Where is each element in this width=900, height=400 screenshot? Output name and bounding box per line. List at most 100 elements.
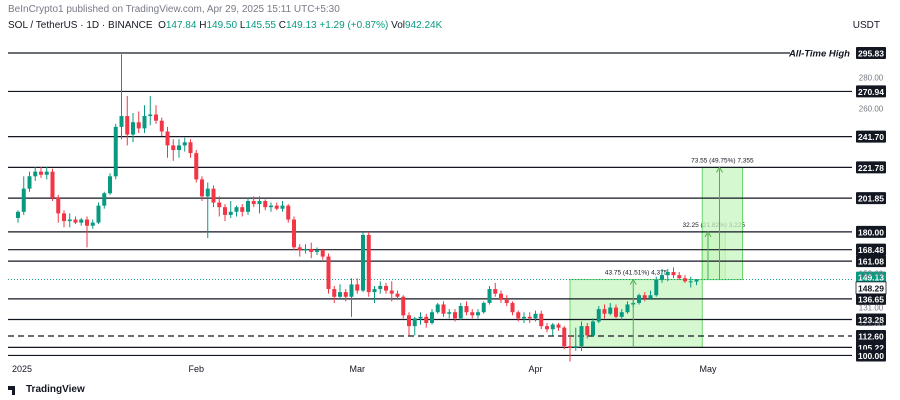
level-tag-123.28 <box>856 313 886 326</box>
candle-body <box>596 309 601 322</box>
candle-body <box>504 299 509 303</box>
close-value: 149.13 <box>286 20 317 31</box>
x-tick-label: Feb <box>188 364 204 374</box>
candle-body <box>677 275 682 279</box>
level-label-112.60: 112.60 <box>858 331 884 341</box>
level-label-136.65: 136.65 <box>858 294 884 304</box>
candle-body <box>113 126 118 177</box>
candle-body <box>441 304 446 314</box>
candle-body <box>263 201 268 208</box>
candle-body <box>159 120 164 132</box>
candle-body <box>21 188 26 212</box>
candle-body <box>608 307 613 314</box>
candle-body <box>338 292 342 297</box>
candle-body <box>533 313 538 319</box>
candle-body <box>378 285 383 290</box>
candle-body <box>234 207 239 212</box>
tradingview-brand[interactable]: TradingView <box>8 384 85 395</box>
level-tag-295.83 <box>856 46 886 59</box>
high-value: 149.50 <box>206 20 238 31</box>
candle-body <box>470 312 475 316</box>
candle-body <box>372 289 377 293</box>
candle-body <box>522 316 526 319</box>
y-tick-label: 280.00 <box>859 73 884 82</box>
candle-body <box>154 114 158 121</box>
level-label-180.00: 180.00 <box>858 227 884 237</box>
candle-body <box>355 284 360 291</box>
axis-labels: 280.00 260.00 153.00 131.00 121.00 2025 Feb Mar… <box>12 73 884 374</box>
candlesticks <box>16 54 699 362</box>
candle-body <box>217 202 222 208</box>
candle-body <box>343 292 348 297</box>
projection-label-3: 73.55 (49.75%) 7,355 <box>691 157 754 164</box>
close-label: C <box>278 20 286 31</box>
brand-text: TradingView <box>26 384 85 395</box>
vol-label: Vol <box>391 20 405 31</box>
level-label-168.48: 168.48 <box>858 245 884 255</box>
level-tag-180.00 <box>856 225 886 238</box>
candle-body <box>579 326 584 347</box>
candle-body <box>332 289 337 297</box>
candle-body <box>642 295 647 299</box>
candle-body <box>527 316 532 319</box>
x-tick-label: May <box>699 364 717 374</box>
level-label-295.83: 295.83 <box>858 48 884 58</box>
candle-body <box>447 312 452 314</box>
level-label-161.08: 161.08 <box>858 257 884 267</box>
candle-body <box>188 142 193 154</box>
candle-body <box>96 205 101 223</box>
candle-body <box>44 171 49 175</box>
tradingview-logo-icon <box>8 385 22 395</box>
candle-body <box>550 324 555 330</box>
candle-body <box>625 304 630 313</box>
level-label-221.78: 221.78 <box>858 163 884 173</box>
candle-body <box>418 316 423 319</box>
level-tag-161.08 <box>856 255 886 268</box>
level-tag-270.94 <box>856 85 886 98</box>
open-value: 147.84 <box>165 20 197 31</box>
y-tick-label: 121.00 <box>859 319 884 328</box>
candle-body <box>602 309 607 314</box>
y-tick-label: 131.00 <box>859 304 884 313</box>
candle-body <box>349 284 354 297</box>
candle-body <box>458 306 463 319</box>
candle-body <box>401 296 406 316</box>
candle-body <box>228 211 233 215</box>
candle-body <box>136 122 141 129</box>
candle-body <box>568 346 572 348</box>
candle-body <box>499 293 503 300</box>
candle-body <box>435 304 440 313</box>
candle-body <box>660 275 664 280</box>
candle-body <box>395 293 400 297</box>
candle-body <box>73 219 78 223</box>
candle-body <box>430 312 434 324</box>
candle-body <box>407 315 411 327</box>
candle-body <box>165 131 170 146</box>
candle-body <box>62 213 66 222</box>
level-tag-168.48 <box>856 243 886 256</box>
candle-body <box>240 207 245 212</box>
level-tag-241.70 <box>856 130 886 143</box>
candle-body <box>671 272 676 276</box>
change-value: +1.29 (+0.87%) <box>319 20 389 31</box>
level-label-241.70: 241.70 <box>858 132 884 142</box>
candle-body <box>16 211 20 218</box>
vol-value: 942.24K <box>405 20 443 31</box>
candle-body <box>292 219 296 248</box>
candle-body <box>171 145 176 151</box>
candle-body <box>476 312 480 316</box>
level-lines: 295.83 270.94 241.70 221.78 201.85 180.00 168.… <box>8 45 887 362</box>
candle-body <box>361 234 365 291</box>
candle-body <box>573 346 578 348</box>
candle-body <box>286 205 291 220</box>
level-tag-221.78 <box>856 161 886 174</box>
candle-body <box>280 205 285 209</box>
candle-body <box>665 272 670 276</box>
level-label-100.00: 100.00 <box>858 351 884 361</box>
symbol-label: SOL / TetherUS · 1D · BINANCE <box>8 20 153 31</box>
x-tick-label: Apr <box>528 364 542 374</box>
level-tag-136.65 <box>856 292 886 305</box>
projection-arrowhead-3 <box>716 166 723 173</box>
candle-body <box>297 247 302 251</box>
